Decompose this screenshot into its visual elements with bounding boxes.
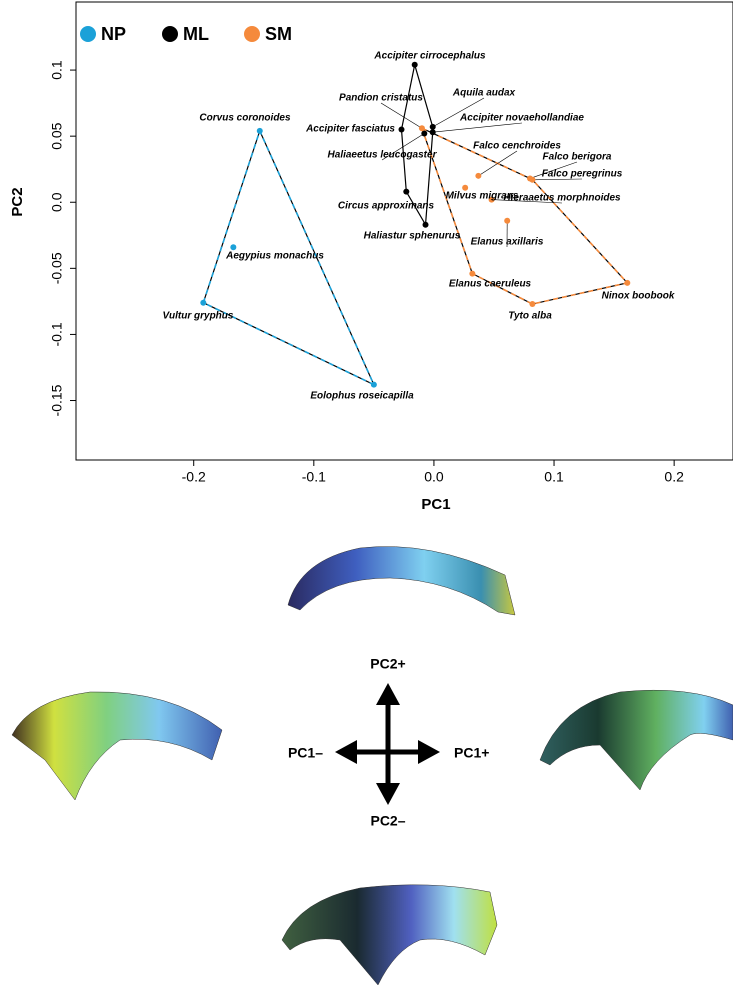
point-label: Falco cenchroides	[473, 141, 561, 152]
point-label: Accipiter novaehollandiae	[459, 113, 584, 124]
point-label: Hieraaetus morphnoides	[503, 193, 621, 204]
point	[371, 382, 377, 388]
point	[403, 189, 409, 195]
point	[398, 127, 404, 133]
y-tick-label: 0.0	[49, 192, 65, 212]
point	[419, 125, 425, 131]
point	[529, 301, 535, 307]
point-label: Elanus caeruleus	[449, 279, 532, 290]
shape-pc2-minus	[282, 885, 497, 985]
point-label: Ninox boobook	[602, 291, 675, 302]
x-tick-label: -0.2	[182, 469, 206, 485]
shape-pc1-minus	[12, 692, 222, 800]
point-label: Aquila audax	[452, 88, 516, 99]
point-label: Corvus coronoides	[199, 113, 291, 124]
x-axis-label: PC1	[421, 496, 450, 513]
legend-label: NP	[101, 24, 126, 44]
x-tick-label: 0.1	[544, 469, 564, 485]
point	[430, 129, 436, 135]
point-label: Eolophus roseicapilla	[310, 391, 414, 402]
point-label: Haliastur sphenurus	[364, 231, 461, 242]
legend-marker	[162, 26, 178, 42]
arrow-label: PC1–	[288, 745, 323, 761]
point-label: Haliaeetus leucogaster	[328, 150, 438, 161]
point	[469, 271, 475, 277]
point	[200, 300, 206, 306]
arrow-label: PC2–	[370, 813, 405, 829]
point-label: Falco berigora	[543, 152, 612, 163]
y-tick-label: -0.15	[49, 384, 65, 416]
y-tick-label: 0.1	[49, 60, 65, 80]
y-tick-label: 0.05	[49, 122, 65, 149]
point-label: Aegypius monachus	[225, 251, 324, 262]
point-label: Milvus migrans	[446, 191, 519, 202]
point-label: Circus approximans	[338, 201, 435, 212]
arrows	[335, 683, 440, 805]
legend-marker	[244, 26, 260, 42]
shape-pc2-plus	[288, 547, 515, 615]
point	[423, 222, 429, 228]
y-axis-label: PC2	[9, 187, 26, 216]
point-label: Elanus axillaris	[471, 237, 544, 248]
point-label: Falco peregrinus	[542, 169, 623, 180]
legend-label: ML	[183, 24, 209, 44]
point-label: Accipiter cirrocephalus	[373, 51, 486, 62]
leader-line	[433, 123, 522, 132]
legend-label: SM	[265, 24, 292, 44]
point	[504, 218, 510, 224]
y-tick-label: -0.1	[49, 322, 65, 346]
leader-line	[478, 151, 517, 176]
point-label: Tyto alba	[508, 311, 552, 322]
point	[421, 131, 427, 137]
arrow-label: PC2+	[370, 656, 405, 672]
point-label: Accipiter fasciatus	[305, 124, 395, 135]
point	[412, 62, 418, 68]
point	[624, 280, 630, 286]
x-tick-label: 0.2	[664, 469, 684, 485]
point	[257, 128, 263, 134]
point	[230, 244, 236, 250]
point	[529, 177, 535, 183]
x-tick-label: 0.0	[424, 469, 444, 485]
arrow-label: PC1+	[454, 745, 489, 761]
point	[475, 173, 481, 179]
point-label: Vultur gryphus	[163, 311, 234, 322]
legend-marker	[80, 26, 96, 42]
shape-pc1-plus	[540, 690, 733, 790]
point	[430, 124, 436, 130]
y-tick-label: -0.05	[49, 252, 65, 284]
x-tick-label: -0.1	[302, 469, 326, 485]
point-label: Pandion cristatus	[339, 93, 423, 104]
